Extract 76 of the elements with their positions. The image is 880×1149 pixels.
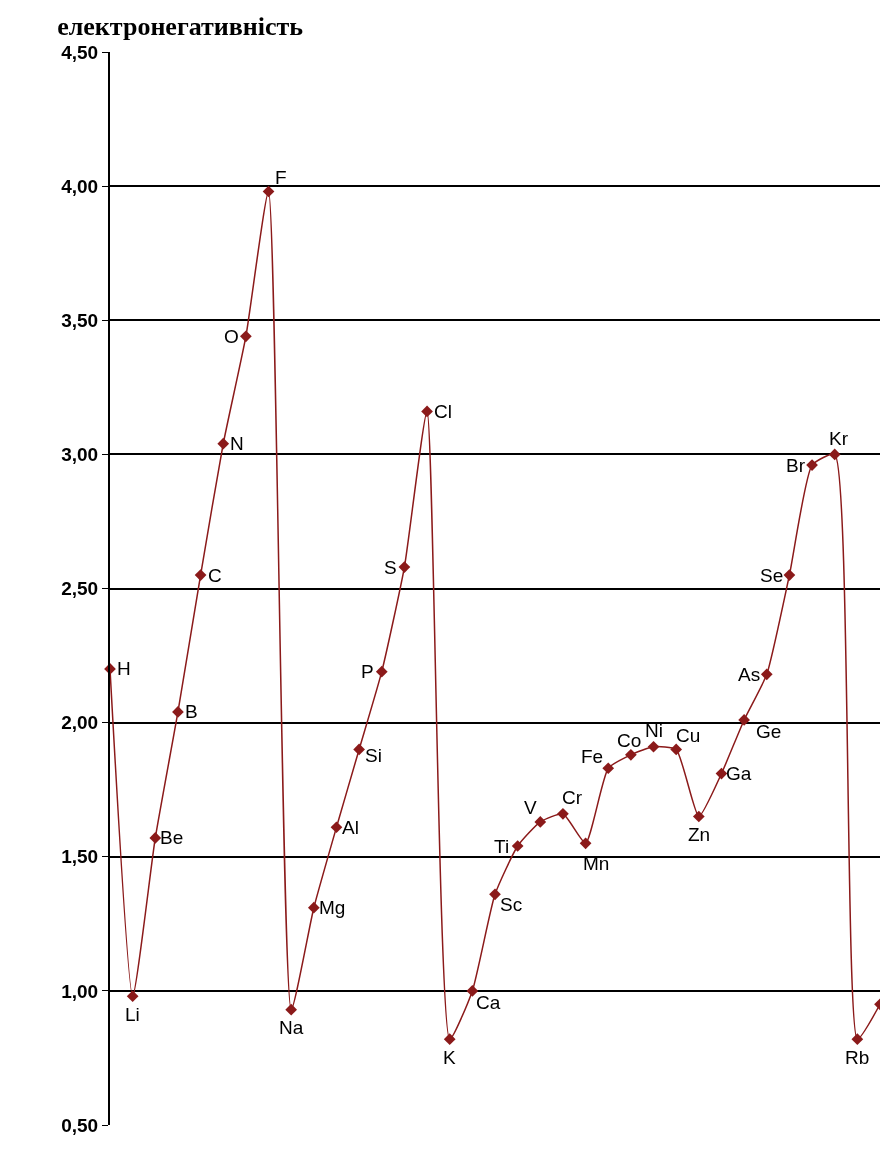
annotation: Cr [562, 787, 583, 808]
annotation: Mg [319, 897, 346, 918]
point [375, 665, 388, 678]
y-tick-label: 1,00 [61, 980, 99, 1002]
annotation: Li [125, 1004, 140, 1025]
point [738, 714, 750, 726]
annotation: Ca [476, 992, 501, 1013]
point [330, 821, 343, 834]
chart-title: електронегативність [57, 12, 304, 42]
point [466, 985, 479, 997]
point [760, 668, 773, 681]
point [692, 810, 705, 823]
annotation: H [117, 658, 131, 679]
annotation: Ge [756, 721, 782, 742]
annotation: Ni [645, 720, 663, 741]
y-tick-label: 0,50 [61, 1114, 99, 1136]
point [625, 748, 637, 761]
point [194, 569, 207, 581]
point [783, 569, 796, 581]
annotation: Al [342, 817, 359, 838]
point [489, 888, 501, 901]
point [647, 740, 660, 753]
annotation: F [275, 167, 287, 188]
annotation: K [443, 1047, 456, 1068]
point [421, 405, 433, 418]
point [149, 832, 162, 844]
annotation: V [524, 797, 537, 818]
point [307, 901, 320, 914]
annotation: Se [760, 565, 784, 586]
point [262, 185, 275, 198]
point [828, 448, 841, 461]
annotation: Br [786, 455, 806, 476]
point [285, 1003, 298, 1016]
y-tick-label: 4,50 [61, 41, 99, 63]
annotation: Mn [583, 853, 610, 874]
annotation: Sc [500, 894, 523, 915]
annotation: As [738, 664, 761, 685]
y-tick-label: 2,50 [61, 578, 99, 600]
annotation: Kr [829, 428, 849, 449]
y-tick-label: 4,00 [61, 175, 99, 197]
annotation: P [361, 661, 374, 682]
point [126, 990, 139, 1003]
annotation: Na [279, 1017, 304, 1038]
annotation: N [230, 433, 244, 454]
annotation: Cu [676, 725, 701, 746]
point [353, 743, 365, 756]
annotation: Cl [434, 401, 452, 422]
point [217, 437, 230, 450]
annotation: Fe [581, 746, 604, 767]
annotation: B [185, 701, 198, 722]
annotation: Zn [688, 824, 711, 845]
annotation: O [224, 326, 239, 347]
point [851, 1033, 864, 1046]
point [172, 706, 184, 718]
annotation: C [208, 565, 222, 586]
y-tick-label: 3,00 [61, 444, 99, 466]
annotation: S [384, 557, 397, 578]
y-tick-label: 2,00 [61, 712, 99, 734]
y-tick-label: 3,50 [61, 309, 99, 331]
annotation: Rb [845, 1047, 870, 1068]
annotation: Ti [494, 836, 510, 857]
point [579, 837, 592, 850]
annotation: Co [617, 730, 642, 751]
annotation: Si [365, 745, 382, 766]
point [602, 762, 615, 775]
point [534, 816, 547, 828]
point [240, 330, 252, 343]
annotation: Be [160, 827, 184, 848]
point [806, 459, 818, 471]
point [443, 1033, 456, 1046]
y-tick-label: 1,50 [61, 846, 99, 868]
point [398, 561, 411, 573]
point [670, 743, 683, 756]
annotation: Ga [726, 763, 752, 784]
point [511, 840, 524, 852]
point [557, 807, 569, 820]
